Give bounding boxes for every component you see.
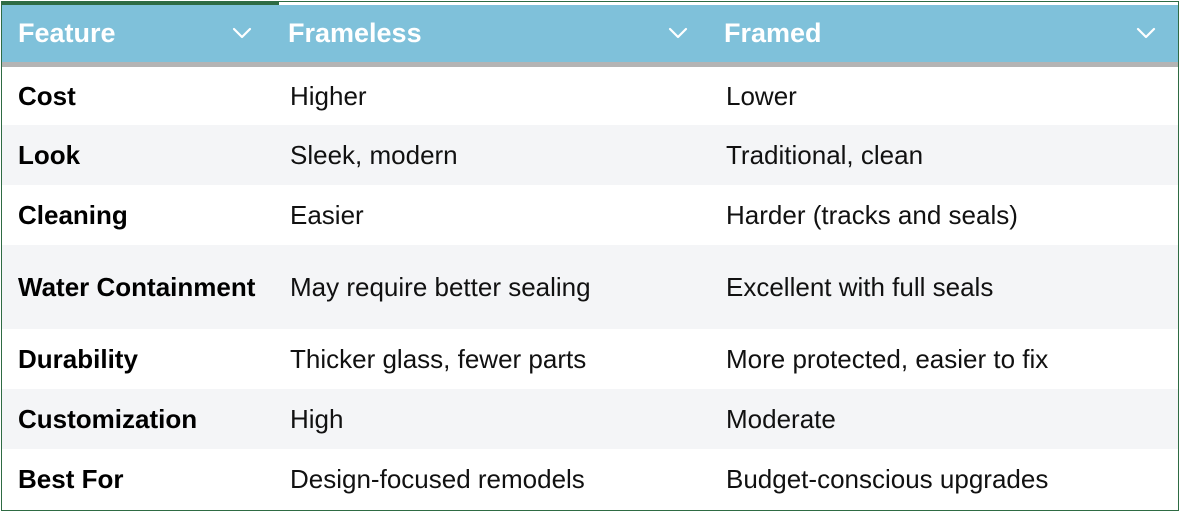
frameless-cell: Higher xyxy=(274,64,710,125)
frameless-cell: High xyxy=(274,388,710,449)
frameless-cell: Design-focused remodels xyxy=(274,448,710,509)
comparison-table: Feature Frameless Framed xyxy=(2,5,1178,509)
chevron-down-icon[interactable] xyxy=(232,26,252,40)
feature-cell: Look xyxy=(2,124,274,185)
column-header-framed[interactable]: Framed xyxy=(710,5,1178,67)
feature-cell: Cleaning xyxy=(2,184,274,245)
frameless-cell: Easier xyxy=(274,184,710,245)
column-header-label: Frameless xyxy=(288,18,422,48)
table-row: Best For Design-focused remodels Budget-… xyxy=(2,448,1178,509)
table-row: Cleaning Easier Harder (tracks and seals… xyxy=(2,184,1178,245)
top-accent-bar xyxy=(2,2,279,5)
table-row: Look Sleek, modern Traditional, clean xyxy=(2,124,1178,185)
feature-cell: Customization xyxy=(2,388,274,449)
column-header-feature[interactable]: Feature xyxy=(2,5,274,67)
table-row: Water Containment May require better sea… xyxy=(2,244,1178,329)
framed-cell: More protected, easier to fix xyxy=(710,328,1178,389)
framed-cell: Traditional, clean xyxy=(710,124,1178,185)
feature-cell: Durability xyxy=(2,328,274,389)
column-header-frameless[interactable]: Frameless xyxy=(274,5,710,67)
header-row: Feature Frameless Framed xyxy=(2,5,1178,67)
framed-cell: Moderate xyxy=(710,388,1178,449)
framed-cell: Excellent with full seals xyxy=(710,244,1178,329)
chevron-down-icon[interactable] xyxy=(668,26,688,40)
framed-cell: Harder (tracks and seals) xyxy=(710,184,1178,245)
chevron-down-icon[interactable] xyxy=(1136,26,1156,40)
feature-cell: Best For xyxy=(2,448,274,509)
table-row: Durability Thicker glass, fewer parts Mo… xyxy=(2,328,1178,389)
framed-cell: Lower xyxy=(710,64,1178,125)
frameless-cell: May require better sealing xyxy=(274,244,710,329)
framed-cell: Budget-conscious upgrades xyxy=(710,448,1178,509)
table-row: Customization High Moderate xyxy=(2,388,1178,449)
frameless-cell: Thicker glass, fewer parts xyxy=(274,328,710,389)
frameless-cell: Sleek, modern xyxy=(274,124,710,185)
column-header-label: Framed xyxy=(724,18,822,48)
feature-cell: Cost xyxy=(2,64,274,125)
feature-cell: Water Containment xyxy=(2,244,274,329)
column-header-label: Feature xyxy=(18,18,116,48)
table-row: Cost Higher Lower xyxy=(2,64,1178,125)
